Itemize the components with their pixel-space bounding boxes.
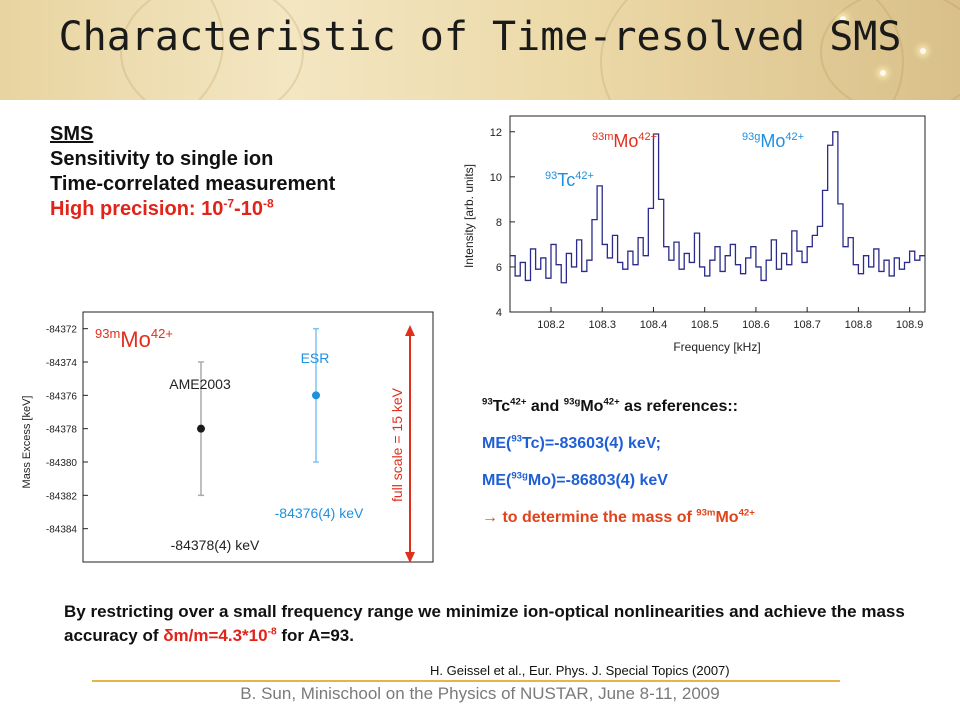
- summary-note: By restricting over a small frequency ra…: [64, 602, 905, 645]
- spectrum-ytick-label: 4: [496, 307, 502, 319]
- ame-label: AME2003: [169, 376, 231, 392]
- mass-ylabel: Mass Excess [keV]: [21, 396, 33, 489]
- spectrum-ylabel: Intensity [arb. units]: [462, 164, 476, 268]
- full-scale-label: full scale = 15 keV: [389, 387, 405, 502]
- full-scale-arrow-head-bottom: [405, 552, 415, 563]
- sms-summary: SMS Sensitivity to single ion Time-corre…: [50, 122, 335, 222]
- spectrum-y-ticks: 4 6 8 10 12: [490, 127, 515, 319]
- mass-ytick-label: -84382: [46, 491, 78, 502]
- mass-ytick-label: -84380: [46, 458, 78, 469]
- footer-text: B. Sun, Minischool on the Physics of NUS…: [240, 684, 720, 703]
- arrow-icon: →: [482, 509, 498, 526]
- spectrum-xtick-label: 108.7: [793, 319, 821, 331]
- me-tc-line: ME(93Tc)=-83603(4) keV;: [482, 433, 661, 452]
- mass-ytick-label: -84372: [46, 325, 78, 336]
- full-scale-arrow-head-top: [405, 325, 415, 336]
- esr-point: [312, 391, 320, 400]
- mass-ytick-label: -84384: [46, 525, 78, 536]
- determine-line: → to determine the mass of 93mMo42+: [482, 507, 755, 526]
- sms-line-precision: High precision: 10-7-10-8: [50, 196, 274, 220]
- ame-value: -84378(4) keV: [171, 537, 260, 553]
- esr-value: -84376(4) keV: [275, 505, 364, 521]
- spectrum-ytick-label: 12: [490, 127, 502, 139]
- spectrum-xtick-label: 108.9: [896, 319, 924, 331]
- spectrum-ytick-label: 6: [496, 262, 502, 274]
- spectrum-xtick-label: 108.6: [742, 319, 770, 331]
- spectrum-xtick-label: 108.8: [845, 319, 873, 331]
- spectrum-series-line: [510, 131, 925, 284]
- page-title: Characteristic of Time-resolved SMS: [58, 14, 902, 60]
- peak-label-93m-mo: 93mMo42+: [592, 131, 657, 151]
- spectrum-ytick-label: 10: [490, 172, 502, 184]
- mass-chart-title: 93mMo42+: [95, 326, 173, 352]
- esr-label: ESR: [301, 350, 330, 366]
- sms-line-time: Time-correlated measurement: [50, 173, 336, 195]
- spectrum-xtick-label: 108.3: [588, 319, 616, 331]
- references-line: 93Tc42+ and 93gMo42+ as references::: [482, 396, 739, 415]
- footer-divider: [92, 680, 840, 682]
- spectrum-xtick-label: 108.5: [691, 319, 719, 331]
- me-mo-line: ME(93gMo)=-86803(4) keV: [482, 470, 668, 489]
- references-block: 93Tc42+ and 93gMo42+ as references:: ME(…: [482, 396, 755, 546]
- sms-heading: SMS: [50, 123, 94, 145]
- spectrum-ytick-label: 8: [496, 217, 502, 229]
- ame-point: [197, 424, 205, 433]
- citation: H. Geissel et al., Eur. Phys. J. Special…: [430, 663, 730, 678]
- mass-y-ticks: -84384 -84382 -84380 -84378 -84376 -84374 -843…: [46, 325, 88, 536]
- mass-ytick-label: -84378: [46, 425, 78, 436]
- spectrum-xtick-label: 108.2: [537, 319, 565, 331]
- title-banner: Characteristic of Time-resolved SMS: [0, 0, 960, 100]
- peak-label-93g-mo: 93gMo42+: [742, 131, 804, 151]
- mass-ytick-label: -84376: [46, 391, 78, 402]
- sms-line-sensitivity: Sensitivity to single ion: [50, 148, 274, 170]
- spectrum-xtick-label: 108.4: [640, 319, 668, 331]
- mass-excess-chart: -84384 -84382 -84380 -84378 -84376 -84374 -843…: [21, 311, 434, 563]
- spectrum-x-ticks: 108.2 108.3 108.4 108.5 108.6 108.7 108.8 108.9: [537, 307, 923, 331]
- peak-label-93-tc: 93Tc42+: [545, 170, 594, 190]
- spectrum-xlabel: Frequency [kHz]: [673, 340, 760, 354]
- mass-ytick-label: -84374: [46, 358, 78, 369]
